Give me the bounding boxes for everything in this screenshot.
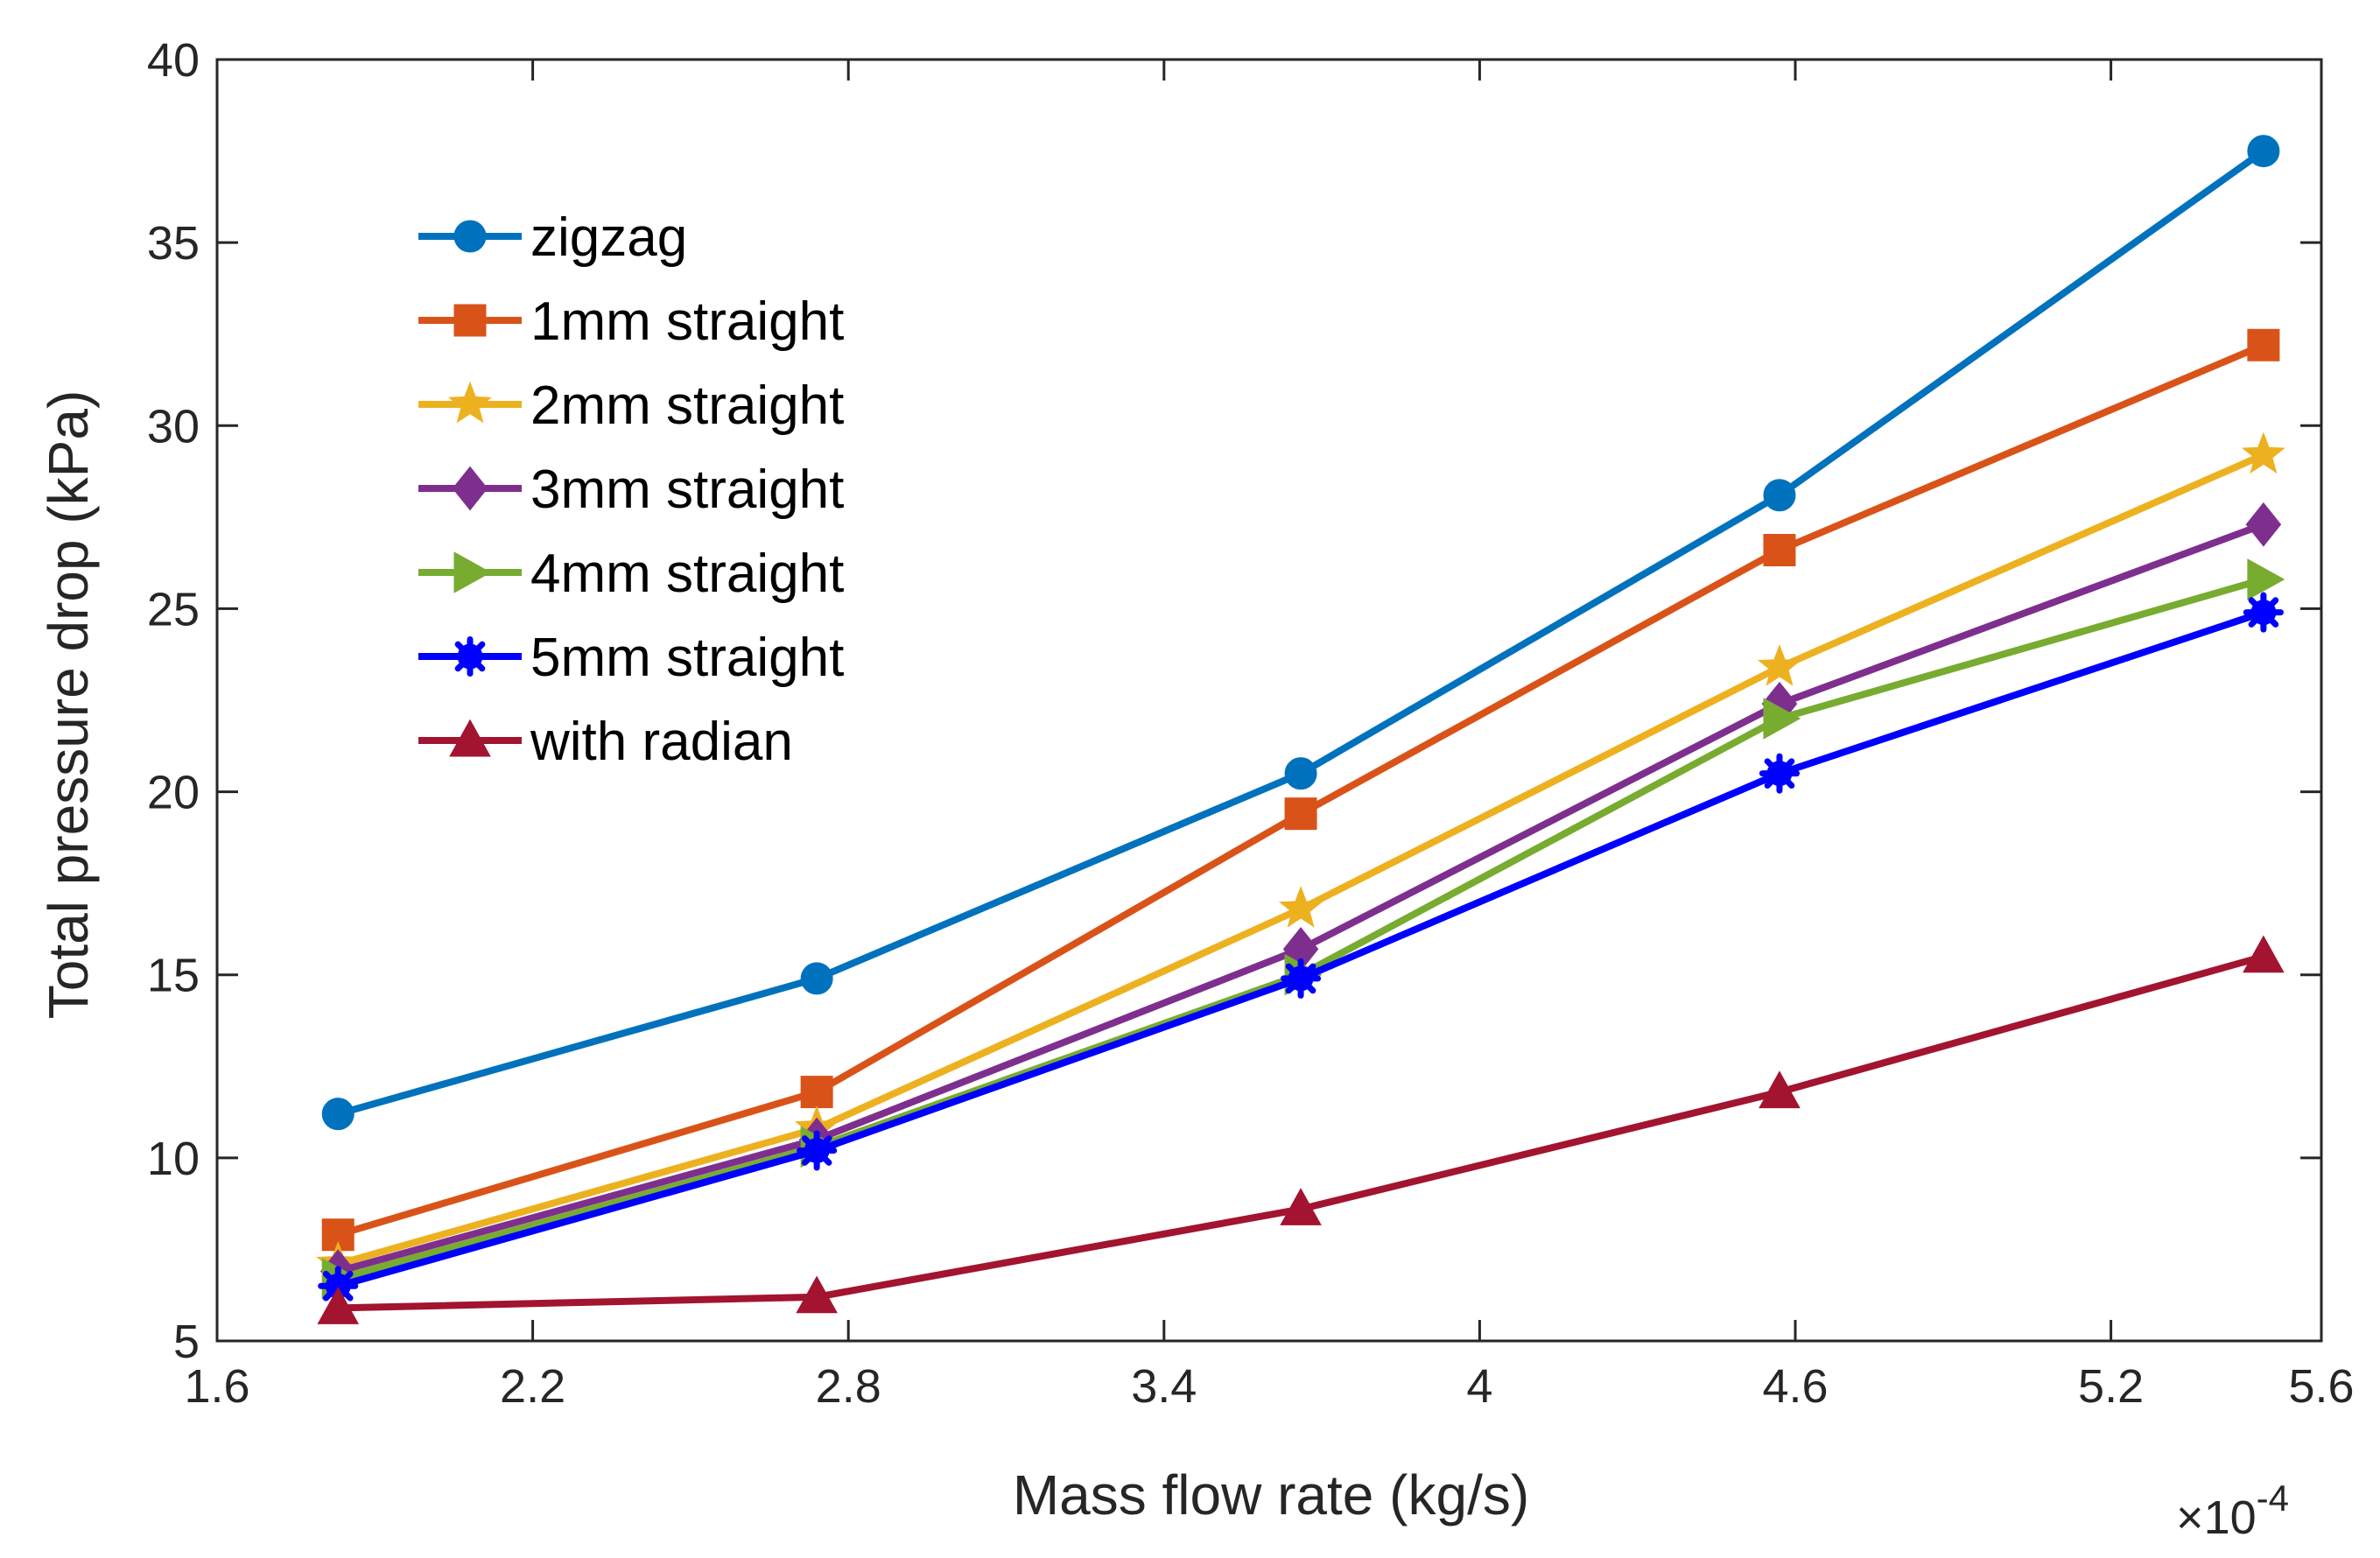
legend-entry: zigzag [418, 207, 687, 268]
x-tick-label: 3.4 [1131, 1360, 1197, 1413]
x-tick-label: 5.6 [2288, 1360, 2354, 1413]
series-5mm-straight [318, 592, 2284, 1307]
axes-frame [215, 58, 2323, 1343]
data-point [800, 962, 833, 995]
data-point [2247, 558, 2285, 600]
x-tick-label: 1.6 [184, 1360, 249, 1413]
legend-entry: 1mm straight [418, 291, 844, 352]
legend-entry: 2mm straight [418, 375, 844, 436]
data-point [2245, 502, 2282, 547]
y-tick-label: 35 [147, 217, 200, 270]
y-tick-label: 5 [173, 1316, 200, 1368]
data-point [800, 1076, 833, 1109]
y-axis-label: Total pressure drop (kPa) [37, 390, 100, 1020]
axes-layer: 1.6 2.2 2.8 3.4 4 4.6 5.2 5.6 5 10 15 20 25 30 35 40 [147, 34, 2355, 1413]
legend-marker [453, 220, 487, 253]
legend-label: with radian [530, 712, 793, 772]
legend-entry: 5mm straight [418, 628, 844, 688]
data-point [2241, 432, 2285, 474]
legend-marker [449, 635, 491, 677]
x-tick-label: 4.6 [1762, 1360, 1828, 1413]
data-point [321, 1098, 355, 1131]
data-point [1759, 1070, 1801, 1109]
data-point [2247, 135, 2280, 168]
x-tick-label: 2.8 [816, 1360, 881, 1413]
data-point [2243, 935, 2285, 973]
series-layer [316, 135, 2285, 1324]
x-multiplier-base: ×10 [2176, 1491, 2257, 1544]
x-multiplier-exponent: -4 [2257, 1477, 2289, 1519]
legend-marker [453, 304, 487, 337]
legend-marker [449, 719, 491, 757]
y-tick-label: 10 [147, 1133, 200, 1185]
y-tick-label: 15 [147, 950, 200, 1002]
y-tick-label: 40 [147, 34, 200, 87]
legend-label: 2mm straight [530, 375, 844, 436]
y-tick-label: 20 [147, 767, 200, 819]
data-point [797, 1130, 838, 1171]
legend-label: zigzag [530, 207, 687, 268]
data-point [796, 1275, 838, 1314]
x-axis-label: Mass flow rate (kg/s) [1013, 1463, 1529, 1526]
data-point [1278, 886, 1323, 928]
legend-entry: 4mm straight [418, 544, 844, 604]
plot-area [217, 60, 2321, 1341]
data-point [1284, 757, 1317, 790]
series-zigzag [321, 135, 2280, 1131]
legend-marker [453, 551, 492, 593]
x-axis-multiplier: ×10-4 [2176, 1477, 2289, 1544]
y-tick-label: 25 [147, 583, 200, 635]
y-tick-label: 30 [147, 400, 200, 453]
data-point [1281, 958, 1322, 999]
data-point [2243, 592, 2284, 633]
data-point [1763, 534, 1796, 567]
legend-label: 5mm straight [530, 628, 844, 688]
legend-entry: 3mm straight [418, 460, 844, 520]
legend-marker [447, 381, 493, 424]
series-with-radian [317, 935, 2285, 1324]
data-point [1284, 797, 1317, 831]
data-point [2247, 328, 2280, 361]
legend-label: 4mm straight [530, 544, 844, 604]
data-point [1763, 479, 1796, 512]
x-tick-label: 4 [1466, 1360, 1492, 1413]
series-1mm-straight [321, 328, 2280, 1252]
data-point [1757, 644, 1802, 686]
data-point [1280, 1188, 1322, 1225]
legend-marker [452, 466, 488, 511]
data-point [317, 1287, 360, 1324]
legend-label: 3mm straight [530, 460, 844, 520]
x-tick-label: 2.2 [500, 1360, 565, 1413]
legend: zigzag 1mm straight 2mm straight 3mm straig… [418, 207, 844, 772]
legend-label: 1mm straight [530, 291, 844, 352]
x-tick-label: 5.2 [2078, 1360, 2144, 1413]
legend-entry: with radian [418, 712, 793, 772]
data-point [1759, 753, 1801, 794]
plot-background [217, 60, 2321, 1341]
data-point [1763, 698, 1801, 740]
